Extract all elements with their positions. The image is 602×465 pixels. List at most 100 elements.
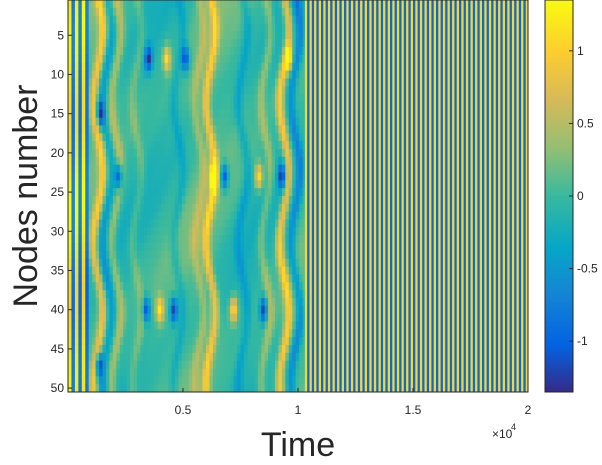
heatmap-cell (209, 352, 214, 362)
heatmap-cell (295, 39, 300, 48)
heatmap-cell (147, 39, 152, 48)
heatmap-cell (112, 148, 117, 158)
heatmap-cell (243, 274, 248, 283)
heatmap-cell (174, 360, 179, 369)
heatmap-cell (195, 15, 200, 24)
heatmap-cell (247, 47, 252, 56)
heatmap-cell (95, 101, 100, 111)
heatmap-cell (281, 109, 286, 118)
heatmap-cell (247, 101, 252, 111)
heatmap-cell (157, 266, 162, 275)
heatmap-cell (119, 329, 124, 338)
heatmap-cell (261, 117, 266, 126)
heatmap-cell (223, 101, 228, 111)
heatmap-cell (85, 219, 90, 228)
heatmap-cell (299, 70, 303, 79)
heatmap-cell (226, 250, 231, 260)
heatmap-cell (271, 62, 276, 71)
periodic-stripe (484, 0, 487, 392)
heatmap-cell (168, 156, 172, 166)
heatmap-cell (275, 337, 279, 346)
heatmap-cell (147, 352, 152, 362)
heatmap-cell (154, 305, 159, 314)
heatmap-cell (243, 54, 248, 64)
heatmap-cell (161, 31, 165, 40)
heatmap-cell (250, 266, 255, 275)
heatmap-cell (81, 219, 86, 228)
heatmap-cell (161, 219, 165, 228)
heatmap-cell (268, 172, 272, 181)
heatmap-cell (109, 180, 114, 189)
heatmap-cell (223, 39, 228, 48)
heatmap-cell (147, 0, 152, 9)
heatmap-cell (288, 54, 293, 64)
heatmap-cell (154, 54, 159, 64)
heatmap-cell (68, 235, 72, 244)
heatmap-cell (237, 180, 241, 189)
heatmap-cell (223, 31, 228, 40)
heatmap-cell (81, 250, 86, 260)
heatmap-cell (195, 62, 200, 71)
heatmap-cell (81, 180, 86, 189)
heatmap-cell (181, 235, 186, 244)
heatmap-cell (95, 227, 100, 236)
colorbar-tick-label: -1 (577, 334, 588, 348)
heatmap-cell (78, 7, 83, 17)
heatmap-cell (299, 235, 303, 244)
heatmap-cell (150, 31, 155, 40)
heatmap-cell (92, 172, 96, 181)
heatmap-cell (209, 86, 214, 95)
heatmap-cell (254, 243, 259, 252)
heatmap-cell (85, 31, 90, 40)
heatmap-cell (133, 337, 138, 346)
heatmap-cell (137, 266, 141, 275)
heatmap-cell (143, 133, 148, 142)
heatmap-cell (119, 70, 124, 79)
heatmap-cell (147, 227, 152, 236)
heatmap-cell (285, 172, 290, 181)
heatmap-cell (150, 15, 155, 24)
heatmap-cell (88, 156, 93, 166)
heatmap-cell (123, 117, 128, 126)
heatmap-cell (147, 368, 152, 377)
heatmap-cell (140, 282, 145, 291)
heatmap-cell (188, 156, 193, 166)
heatmap-cell (71, 7, 76, 17)
heatmap-cell (302, 148, 307, 158)
periodic-stripe (521, 0, 524, 392)
heatmap-cell (212, 39, 217, 48)
heatmap-cell (209, 219, 214, 228)
heatmap-cell (226, 109, 231, 118)
heatmap-cell (154, 313, 159, 322)
heatmap-cell (119, 384, 124, 392)
heatmap-cell (174, 266, 179, 275)
heatmap-cell (257, 250, 262, 260)
heatmap-cell (247, 188, 252, 197)
heatmap-cell (240, 196, 245, 205)
heatmap-cell (237, 337, 241, 346)
heatmap-cell (240, 94, 245, 103)
heatmap-cell (192, 47, 197, 56)
heatmap-cell (150, 258, 155, 267)
heatmap-cell (99, 290, 103, 299)
heatmap-cell (140, 0, 145, 9)
heatmap-cell (209, 15, 214, 24)
heatmap-cell (85, 54, 90, 64)
heatmap-cell (195, 86, 200, 95)
heatmap-cell (292, 141, 297, 150)
heatmap-cell (247, 7, 252, 17)
heatmap-cell (216, 250, 221, 260)
heatmap-cell (164, 172, 169, 181)
heatmap-cell (185, 313, 190, 322)
heatmap-cell (157, 94, 162, 103)
heatmap-cell (257, 164, 262, 173)
heatmap-cell (278, 227, 283, 236)
heatmap-cell (188, 47, 193, 56)
heatmap-cell (199, 78, 203, 87)
heatmap-cell (216, 141, 221, 150)
heatmap-cell (261, 274, 266, 283)
heatmap-cell (237, 274, 241, 283)
heatmap-cell (233, 258, 238, 267)
heatmap-cell (105, 203, 110, 213)
